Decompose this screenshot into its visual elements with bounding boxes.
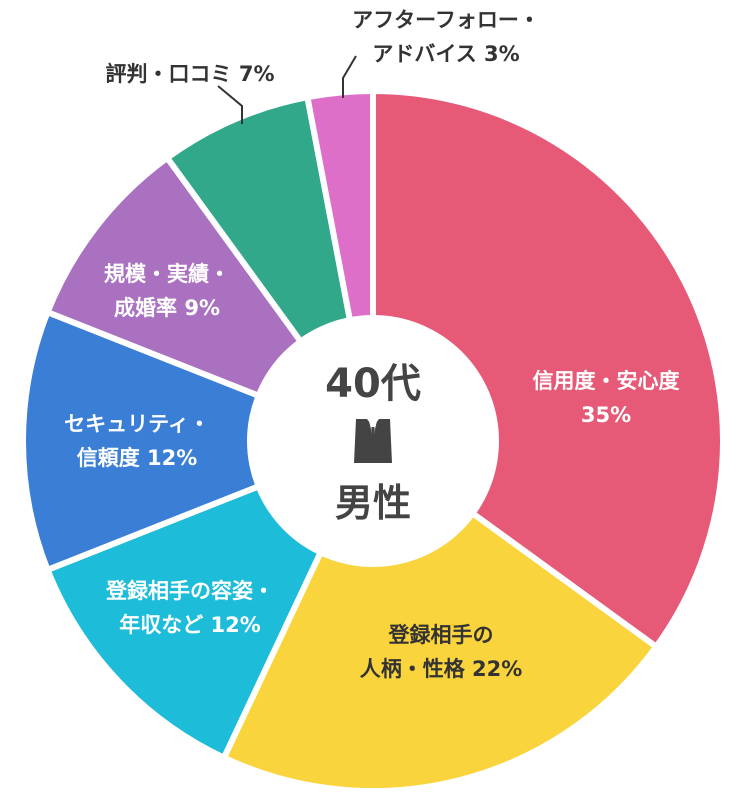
pie-slice-0 [370,88,726,650]
leader-lines [217,55,357,124]
leader-line-5 [217,85,243,124]
slice-label-line: 規模・実績・ [104,262,230,286]
slice-labels: 信用度・安心度 35% 登録相手の人柄・性格 22% 登録相手の容姿・年収など 12%… [64,8,679,681]
slice-label-line: 信用度・安心度 [533,369,680,393]
slice-label-2: 登録相手の容姿・年収など 12% [105,579,274,637]
pie-slice-3 [20,309,376,573]
slice-label-line: 登録相手の容姿・ [105,579,274,603]
slice-label-line: 評判・口コミ 7% [106,62,275,86]
slice-label-0: 信用度・安心度 35% [533,369,680,427]
center-age-label: 40代 [325,361,421,407]
slice-label-4: 規模・実績・成婚率 9% [104,262,230,320]
slice-label-line: セキュリティ・ [64,412,210,436]
slice-label-line: 成婚率 9% [114,296,220,320]
center-gender-label: 男性 [335,481,411,525]
suit-icon [354,419,392,463]
slice-label-5: 評判・口コミ 7% [106,62,275,86]
slice-label-1: 登録相手の人柄・性格 22% [360,623,523,681]
slice-label-line: 登録相手の [388,623,494,647]
slice-label-line: 人柄・性格 22% [360,657,523,681]
slice-label-line: アフターフォロー・ [352,8,540,32]
slice-label-line: 35% [581,403,631,427]
slice-label-line: アドバイス 3% [372,42,519,66]
slice-label-line: 信頼度 12% [77,446,198,470]
slice-label-3: セキュリティ・信頼度 12% [64,412,210,470]
leader-line-6 [342,55,357,98]
slice-label-line: 年収など 12% [119,613,261,637]
slice-label-6: アフターフォロー・アドバイス 3% [352,8,540,66]
